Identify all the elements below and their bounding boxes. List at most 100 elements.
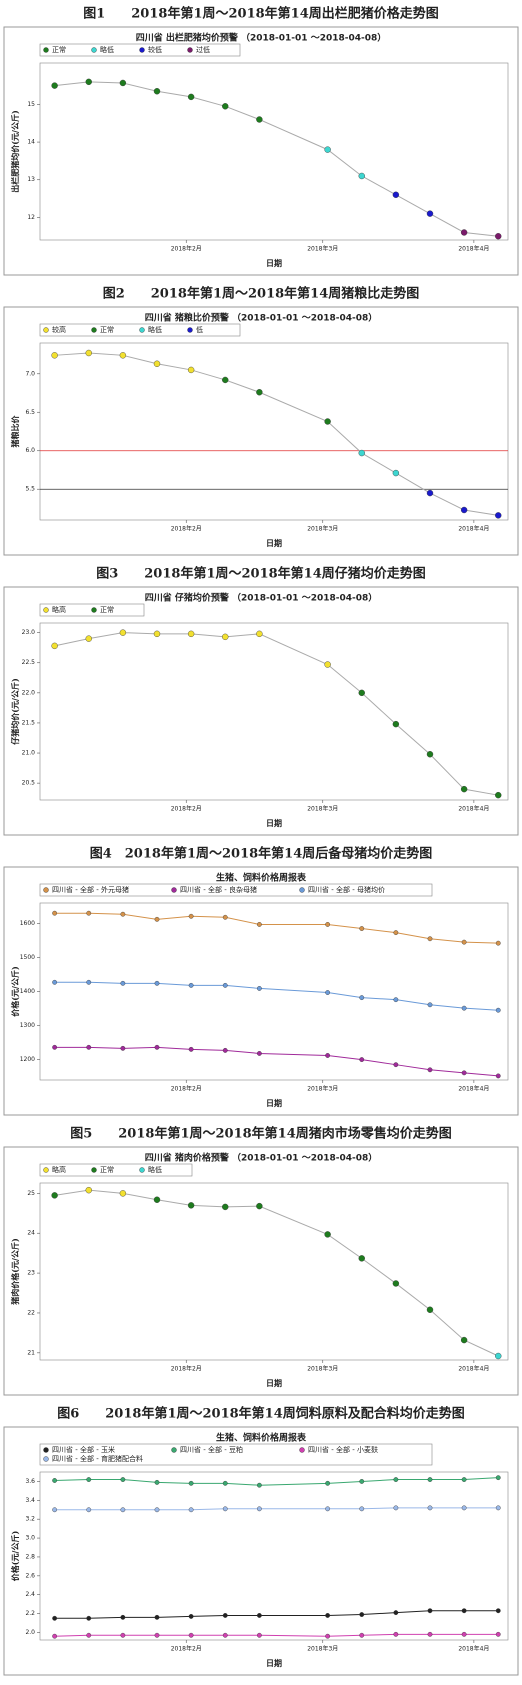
legend-label: 低 bbox=[196, 325, 203, 334]
legend-box bbox=[39, 883, 433, 897]
data-point bbox=[188, 913, 194, 919]
data-point bbox=[120, 1632, 126, 1638]
data-point bbox=[188, 1614, 194, 1619]
legend-marker bbox=[171, 1447, 177, 1453]
figure-caption: 图4 2018年第1周～2018年第14周后备母猪均价走势图 bbox=[90, 846, 433, 862]
y-tick-label: 15 bbox=[27, 101, 35, 108]
data-point bbox=[256, 389, 263, 396]
figure-caption: 图2 2018年第1周～2018年第14周猪粮比走势图 bbox=[103, 286, 420, 302]
data-point bbox=[325, 1506, 331, 1512]
data-point bbox=[222, 1203, 229, 1211]
data-point bbox=[359, 1057, 365, 1062]
data-point bbox=[153, 1196, 161, 1203]
y-tick-label: 1200 bbox=[20, 1056, 35, 1063]
y-tick-label: 7.0 bbox=[25, 370, 35, 377]
data-point bbox=[52, 1044, 58, 1050]
data-point bbox=[495, 1073, 501, 1079]
data-point bbox=[461, 1477, 467, 1482]
y-tick-label: 22.0 bbox=[22, 689, 36, 696]
data-point bbox=[256, 1482, 262, 1488]
legend-label: 四川省 - 全部 - 豆粕 bbox=[180, 1445, 243, 1454]
x-tick-label: 2018年4月 bbox=[458, 1085, 489, 1093]
data-point bbox=[392, 1280, 400, 1287]
data-point bbox=[153, 360, 161, 367]
data-point bbox=[426, 751, 434, 758]
data-point bbox=[427, 936, 433, 942]
data-point bbox=[495, 1505, 501, 1511]
data-point bbox=[426, 1306, 434, 1313]
data-point bbox=[359, 995, 365, 1001]
data-point bbox=[495, 1352, 502, 1360]
y-axis-label: 出栏肥猪均价(元/公斤) bbox=[10, 110, 20, 193]
data-point bbox=[154, 1614, 160, 1620]
legend-marker bbox=[91, 1167, 97, 1173]
y-tick-label: 3.4 bbox=[25, 1497, 35, 1504]
x-tick-label: 2018年3月 bbox=[307, 525, 338, 533]
y-tick-label: 2.4 bbox=[25, 1591, 35, 1598]
chart-frame bbox=[3, 306, 519, 556]
data-point bbox=[324, 661, 331, 668]
data-point bbox=[52, 1615, 58, 1621]
y-tick-label: 22 bbox=[27, 1309, 35, 1316]
legend-box bbox=[39, 1163, 193, 1177]
y-tick-label: 23 bbox=[27, 1270, 35, 1277]
data-point bbox=[188, 1507, 194, 1513]
legend-label: 正常 bbox=[52, 45, 66, 54]
data-point bbox=[120, 1045, 126, 1051]
y-axis-label: 价格(元/公斤) bbox=[10, 966, 20, 1017]
legend-marker bbox=[299, 1447, 305, 1453]
data-point bbox=[120, 911, 126, 917]
legend-marker bbox=[91, 327, 97, 333]
data-point bbox=[187, 1202, 195, 1209]
x-axis-label: 日期 bbox=[266, 538, 282, 548]
y-tick-label: 2.0 bbox=[25, 1629, 35, 1636]
y-tick-label: 22.5 bbox=[22, 659, 36, 666]
data-point bbox=[188, 1480, 194, 1486]
legend-marker bbox=[299, 887, 305, 893]
plot-area bbox=[39, 62, 509, 241]
chart-title: 四川省 仔猪均价预警 （2018-01-01 ～2018-04-08） bbox=[145, 592, 378, 604]
data-point bbox=[427, 1477, 433, 1482]
x-axis-label: 日期 bbox=[266, 818, 282, 828]
chart-title: 四川省 出栏肥猪均价预警 （2018-01-01 ～2018-04-08） bbox=[136, 32, 387, 44]
legend-label: 四川省 - 全部 - 良杂母猪 bbox=[180, 885, 257, 894]
data-point bbox=[393, 997, 399, 1003]
data-point bbox=[222, 376, 229, 384]
data-point bbox=[86, 979, 92, 985]
data-point bbox=[325, 1613, 331, 1618]
data-point bbox=[460, 1336, 468, 1344]
data-point bbox=[461, 1070, 467, 1076]
data-point bbox=[256, 116, 263, 123]
data-point bbox=[325, 922, 331, 927]
data-point bbox=[52, 1633, 58, 1639]
data-point bbox=[86, 1044, 92, 1050]
data-point bbox=[51, 1192, 58, 1199]
plot-area bbox=[39, 342, 509, 521]
data-point bbox=[222, 982, 228, 988]
legend-marker bbox=[171, 887, 177, 893]
data-point bbox=[85, 635, 92, 642]
data-point bbox=[495, 512, 502, 519]
data-point bbox=[187, 93, 195, 101]
data-point bbox=[153, 630, 161, 638]
data-point bbox=[119, 79, 127, 87]
data-point bbox=[256, 1051, 262, 1056]
legend-marker bbox=[91, 47, 97, 53]
data-point bbox=[154, 1632, 160, 1638]
data-point bbox=[188, 1046, 194, 1052]
y-tick-label: 2.8 bbox=[25, 1553, 35, 1560]
y-tick-label: 6.0 bbox=[25, 447, 35, 454]
x-tick-label: 2018年4月 bbox=[458, 245, 489, 253]
data-point bbox=[85, 349, 92, 357]
data-point bbox=[86, 1477, 92, 1482]
x-tick-label: 2018年3月 bbox=[307, 1365, 338, 1373]
x-axis-label: 日期 bbox=[266, 1658, 282, 1668]
data-point bbox=[461, 939, 467, 945]
data-point bbox=[222, 1047, 228, 1053]
legend-label: 略高 bbox=[52, 1165, 66, 1174]
data-point bbox=[222, 633, 229, 641]
x-tick-label: 2018年2月 bbox=[171, 1645, 202, 1653]
chart-title: 生猪、饲料价格周报表 bbox=[216, 1432, 307, 1444]
data-point bbox=[120, 1614, 126, 1620]
data-point bbox=[187, 366, 195, 374]
